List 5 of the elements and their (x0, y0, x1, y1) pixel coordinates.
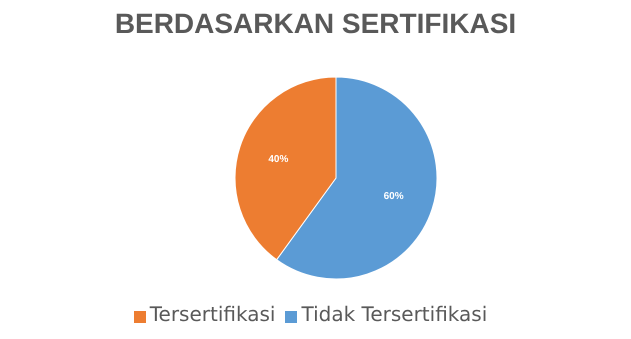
data-label: 60% (384, 191, 404, 202)
chart-title: BERDASARKAN SERTIFIKASI (114, 8, 518, 40)
legend-label: Tidak Tersertifikasi (301, 302, 488, 326)
legend-label: Tersertifikasi (150, 302, 276, 326)
data-label: 40% (268, 154, 288, 165)
